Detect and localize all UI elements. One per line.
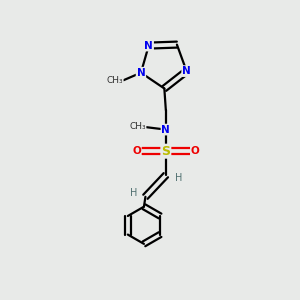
Text: N: N <box>161 124 170 135</box>
Text: S: S <box>161 145 170 158</box>
Text: N: N <box>136 68 145 78</box>
Text: O: O <box>132 146 141 156</box>
Text: H: H <box>175 173 182 183</box>
Text: CH₃: CH₃ <box>106 76 123 85</box>
Text: N: N <box>182 66 191 76</box>
Text: N: N <box>144 40 153 51</box>
Text: CH₃: CH₃ <box>129 122 146 131</box>
Text: O: O <box>191 146 200 156</box>
Text: H: H <box>130 188 137 198</box>
